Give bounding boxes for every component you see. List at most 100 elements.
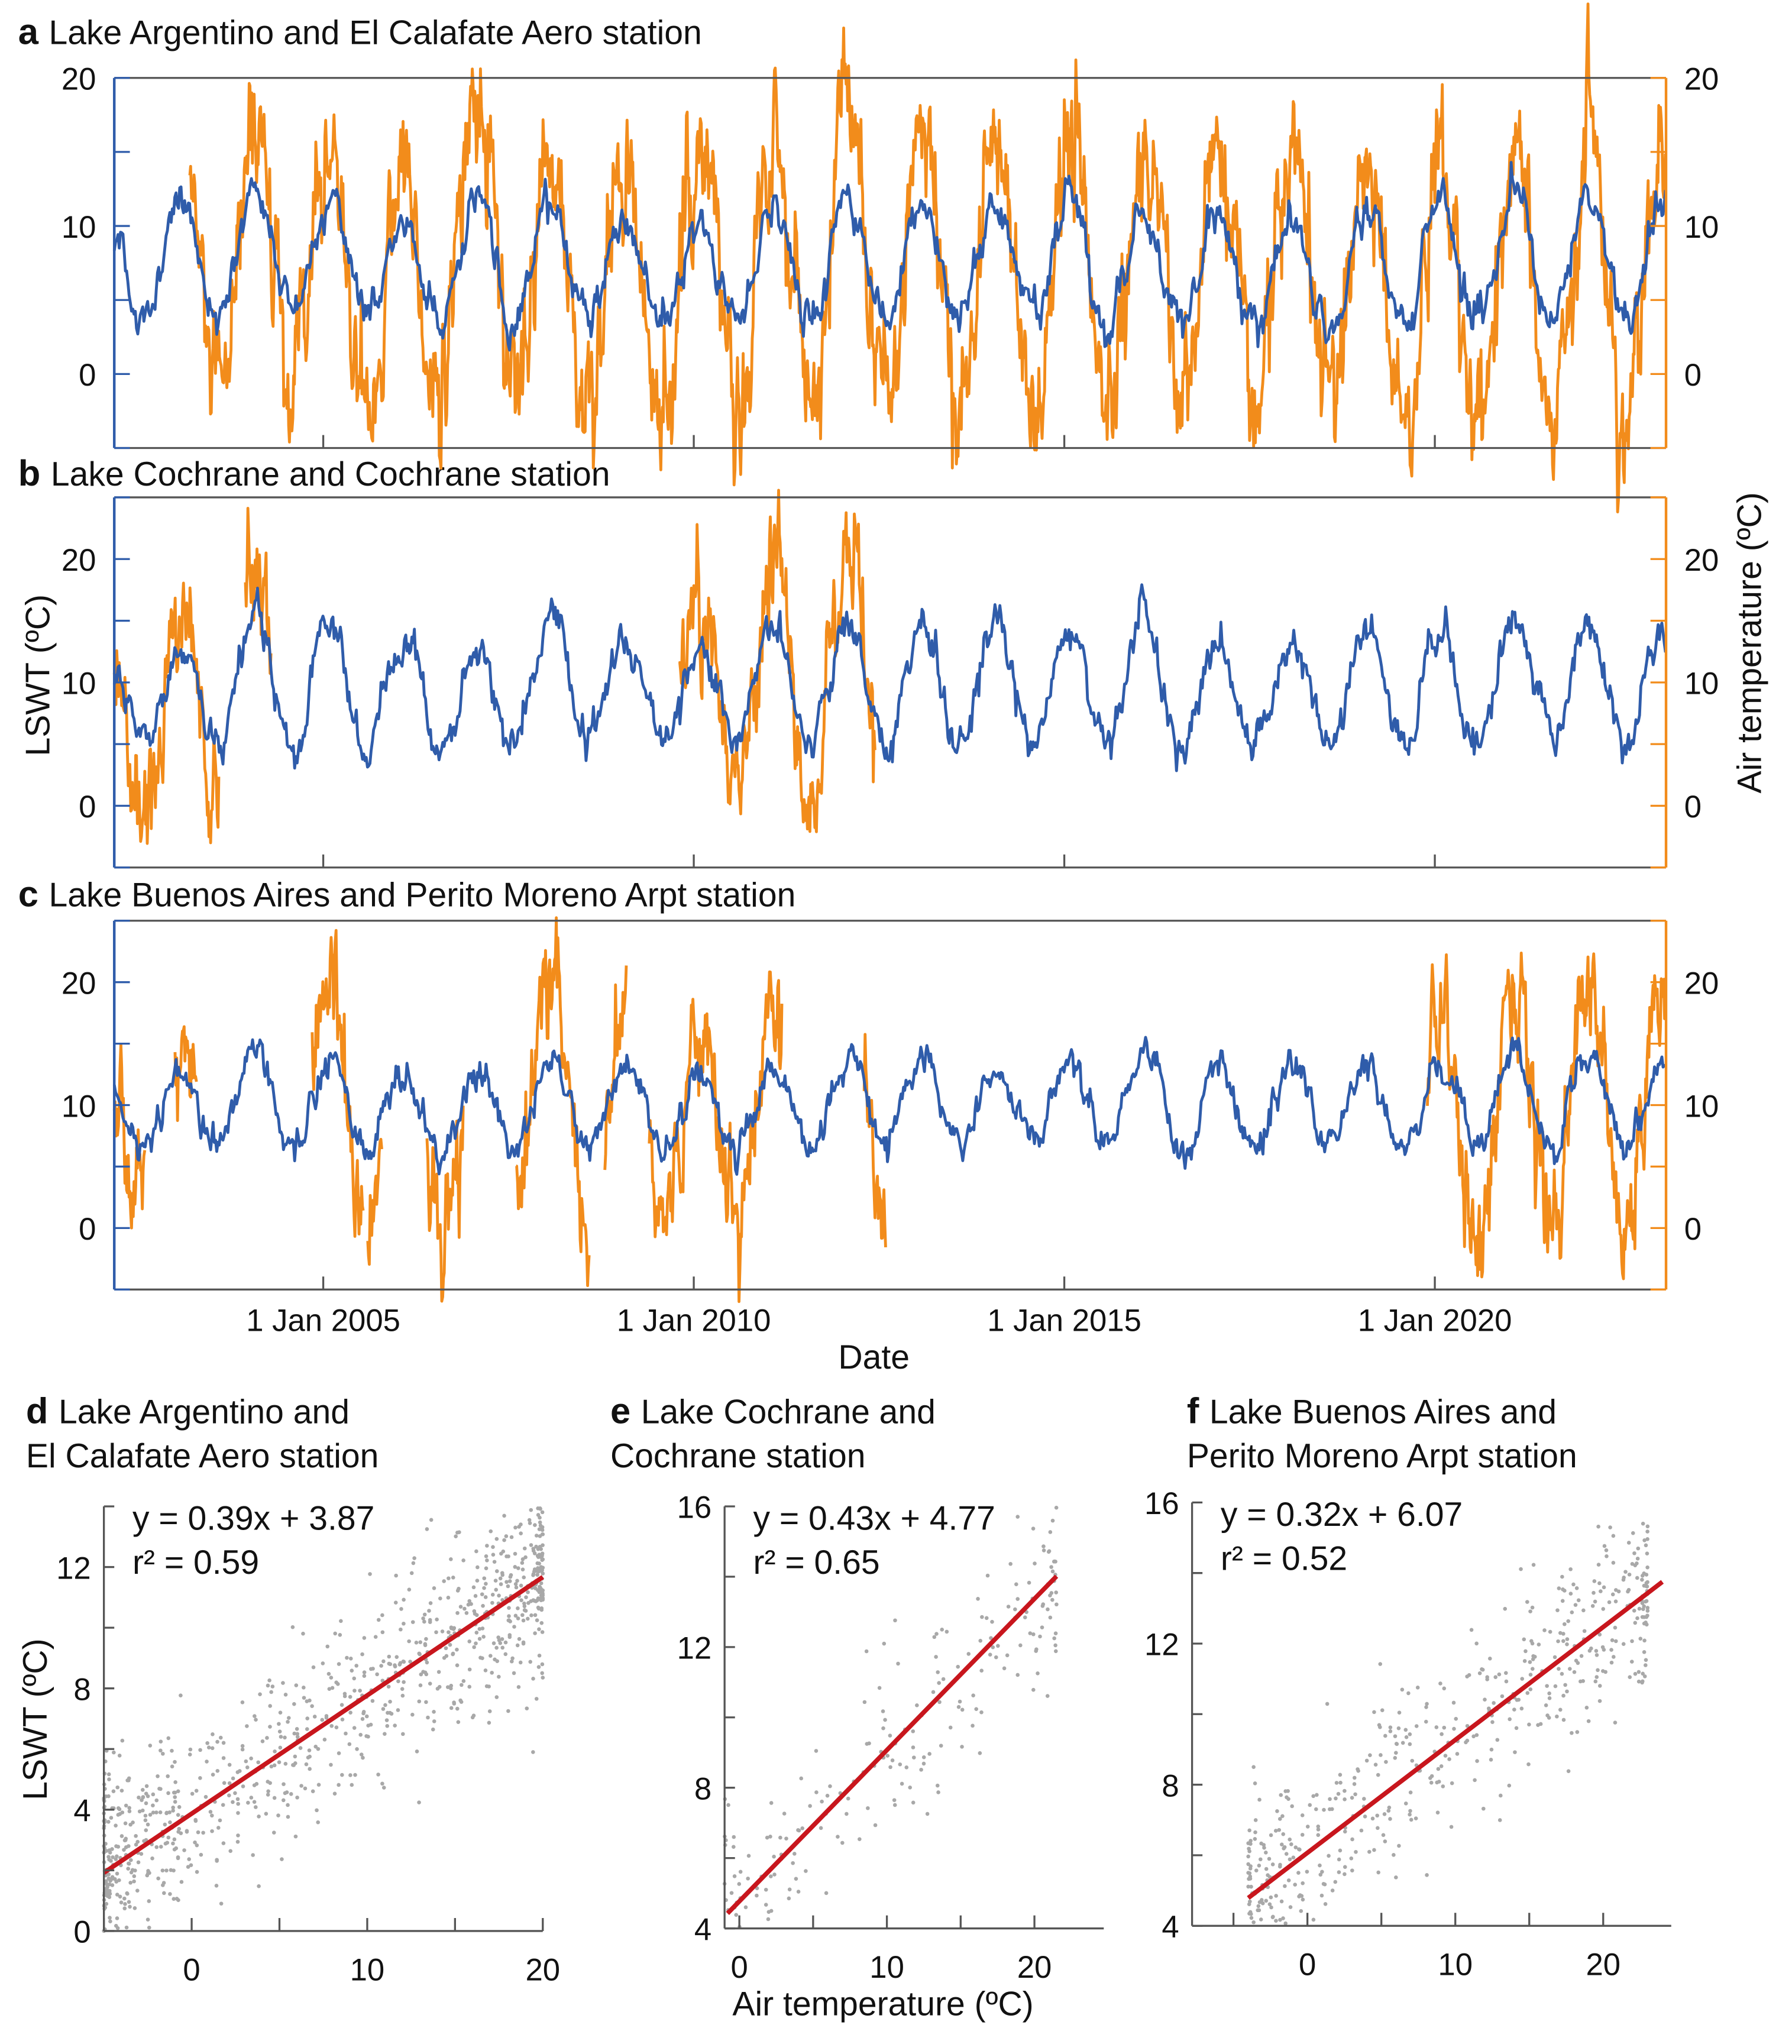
scatter-point	[154, 1845, 159, 1849]
right-y-tick-label: 10	[1684, 210, 1719, 245]
scatter-point	[1259, 1857, 1263, 1862]
scatter-point	[1403, 1728, 1408, 1732]
scatter-point	[516, 1685, 521, 1689]
scatter-point	[338, 1633, 342, 1637]
panel-c-title-text: Lake Buenos Aires and Perito Moreno Arpt…	[48, 877, 795, 914]
scatter-point	[477, 1637, 482, 1641]
scatter-point	[1565, 1642, 1569, 1647]
scatter-point	[1635, 1556, 1640, 1561]
scatter-point	[1274, 1894, 1278, 1898]
scatter-point	[173, 1795, 177, 1799]
scatter-point	[147, 1925, 151, 1930]
scatter-point	[1425, 1702, 1429, 1706]
scatter-point	[107, 1777, 111, 1781]
scatter-point	[302, 1696, 306, 1700]
scatter-point	[1334, 1781, 1339, 1785]
scatter-point	[193, 1817, 198, 1822]
scatter-point	[111, 1855, 115, 1859]
scatter-point	[362, 1674, 367, 1678]
scatter-point	[1053, 1643, 1057, 1648]
scatter-point	[893, 1618, 897, 1623]
scatter-point	[979, 1710, 984, 1715]
scatter-point	[1343, 1865, 1347, 1870]
scatter-point	[177, 1804, 182, 1809]
scatter-point	[348, 1710, 352, 1715]
scatter-point	[134, 1842, 138, 1847]
scatter-point	[1041, 1602, 1046, 1606]
scatter-point	[117, 1878, 121, 1883]
scatter-point	[934, 1632, 939, 1636]
scatter-point	[393, 1663, 397, 1667]
r-squared-label: r² = 0.52	[1221, 1540, 1347, 1578]
x-tick-label: 0	[1299, 1948, 1316, 1982]
scatter-point	[911, 1729, 916, 1733]
scatter-point	[221, 1741, 226, 1745]
scatter-point	[1493, 1675, 1498, 1679]
scatter-point	[451, 1652, 455, 1657]
scatter-point	[494, 1537, 499, 1541]
scatter-point	[520, 1561, 525, 1565]
scatter-point	[764, 1887, 768, 1892]
scatter-point	[380, 1613, 384, 1618]
scatter-point	[846, 1796, 850, 1801]
scatter-point	[305, 1727, 309, 1731]
scatter-point	[1403, 1802, 1408, 1806]
scatter-point	[772, 1872, 777, 1877]
scatter-point	[497, 1638, 502, 1642]
scatter-point	[171, 1805, 175, 1810]
scatter-point	[1627, 1572, 1632, 1577]
scatter-point	[393, 1600, 398, 1605]
scatter-point	[428, 1618, 432, 1622]
scatter-point	[379, 1664, 383, 1668]
scatter-point	[236, 1811, 240, 1815]
y-tick-label: 4	[694, 1912, 711, 1947]
scatter-point	[537, 1653, 542, 1658]
scatter-point	[467, 1667, 472, 1672]
scatter-point	[494, 1587, 499, 1592]
y-tick-label: 8	[73, 1672, 90, 1707]
scatter-point	[461, 1558, 465, 1563]
scatter-point	[517, 1637, 522, 1641]
scatter-point	[195, 1843, 199, 1848]
scatter-point	[295, 1795, 299, 1800]
scatter-point	[389, 1712, 394, 1716]
scatter-point	[283, 1735, 287, 1740]
scatter-point	[1477, 1671, 1482, 1676]
scatter-point	[308, 1754, 312, 1759]
scatter-point	[119, 1834, 124, 1838]
scatter-point	[1397, 1844, 1401, 1848]
scatter-point	[1282, 1846, 1286, 1851]
scatter-point	[1464, 1740, 1468, 1745]
series-air-temperature-line	[515, 916, 591, 1288]
y-tick-label: 4	[1162, 1910, 1179, 1945]
scatter-point	[862, 1700, 867, 1705]
scatter-point	[1471, 1734, 1476, 1739]
scatter-point	[1633, 1621, 1638, 1625]
scatter-point	[1334, 1796, 1338, 1801]
scatter-point	[141, 1795, 145, 1800]
scatter-point	[507, 1633, 512, 1637]
scatter-point	[282, 1782, 286, 1786]
scatter-point	[1465, 1723, 1470, 1728]
scatter-point	[1414, 1724, 1419, 1728]
scatter-point	[283, 1761, 288, 1766]
scatter-point	[1378, 1662, 1383, 1666]
scatter-point	[515, 1643, 520, 1648]
scatter-point	[144, 1828, 148, 1832]
panel-d-title: d Lake Argentino and	[26, 1390, 350, 1431]
scatter-point	[1246, 1841, 1250, 1845]
scatter-point	[519, 1598, 523, 1603]
scatter-point	[1508, 1717, 1512, 1722]
scatter-point	[528, 1521, 532, 1525]
scatter-point	[266, 1683, 270, 1688]
scatter-point	[117, 1754, 122, 1758]
scatter-point	[1537, 1642, 1541, 1647]
scatter-point	[535, 1618, 539, 1622]
x-tick-label: 10	[1438, 1948, 1473, 1982]
scatter-point	[487, 1720, 491, 1725]
scatter-point	[400, 1687, 405, 1691]
scatter-point	[278, 1745, 283, 1750]
scatter-point	[1336, 1791, 1341, 1796]
scatter-point	[474, 1631, 479, 1635]
scatter-point	[236, 1833, 240, 1838]
